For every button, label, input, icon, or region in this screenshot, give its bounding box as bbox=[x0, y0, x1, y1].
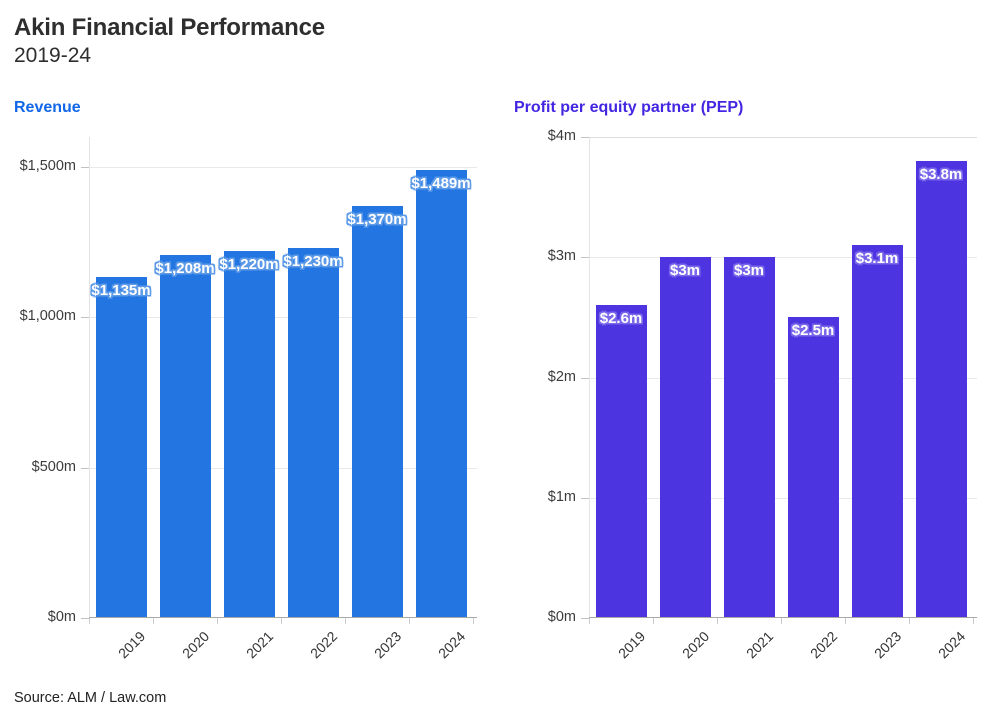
bar-2023 bbox=[851, 245, 903, 618]
bar-2020 bbox=[159, 254, 211, 618]
y-axis-line bbox=[89, 137, 90, 618]
bar-value-label: $3m bbox=[669, 262, 701, 280]
bar-value-label: $2.6m bbox=[599, 310, 643, 328]
bar-2021 bbox=[223, 251, 275, 618]
bar-value-label: $3.1m bbox=[855, 250, 899, 268]
bar-2022 bbox=[287, 248, 339, 618]
y-tick-label: $1,000m bbox=[19, 308, 76, 325]
x-tick-mark bbox=[473, 618, 474, 624]
bar-2024 bbox=[915, 161, 967, 618]
bar-2023 bbox=[351, 206, 403, 618]
bar-value-label: $3m bbox=[733, 262, 765, 280]
page-subtitle: 2019-24 bbox=[14, 44, 92, 67]
page-title: Akin Financial Performance bbox=[14, 14, 325, 41]
bar-value-label: $1,370m bbox=[347, 211, 407, 229]
gridline bbox=[89, 317, 477, 319]
y-tick-mark bbox=[81, 317, 89, 319]
source-attribution: Source: ALM / Law.com bbox=[14, 690, 167, 706]
y-tick-mark bbox=[81, 467, 89, 469]
y-tick-label: $0m bbox=[47, 609, 76, 625]
x-tick-mark bbox=[281, 618, 282, 624]
x-tick-mark bbox=[217, 618, 218, 624]
x-tick-mark bbox=[653, 618, 654, 624]
y-tick-label: $500m bbox=[31, 458, 76, 475]
bar-2019 bbox=[595, 305, 647, 618]
x-tick-mark bbox=[973, 618, 974, 624]
revenue-chart-title: Revenue bbox=[14, 99, 81, 116]
x-tick-mark bbox=[345, 618, 346, 624]
y-tick-mark bbox=[581, 137, 589, 138]
bar-2019 bbox=[95, 276, 147, 618]
x-tick-mark bbox=[781, 618, 782, 624]
bar-2022 bbox=[787, 317, 839, 618]
y-tick-mark bbox=[581, 257, 589, 259]
bar-value-label: $1,489m bbox=[411, 175, 471, 193]
bar-value-label: $1,220m bbox=[219, 256, 279, 274]
bar-2024 bbox=[415, 170, 467, 618]
y-tick-label: $3m bbox=[547, 248, 576, 265]
x-tick-mark bbox=[409, 618, 410, 624]
bar-value-label: $1,135m bbox=[91, 281, 151, 299]
x-axis-baseline bbox=[89, 617, 477, 618]
x-tick-mark bbox=[909, 618, 910, 624]
y-tick-mark bbox=[81, 167, 89, 169]
y-tick-label: $4m bbox=[547, 128, 576, 144]
x-tick-mark bbox=[589, 618, 590, 624]
gridline bbox=[589, 497, 977, 499]
x-axis-baseline bbox=[589, 617, 977, 618]
y-tick-label: $1,500m bbox=[19, 158, 76, 175]
y-tick-mark bbox=[581, 377, 589, 379]
bar-value-label: $2.5m bbox=[791, 322, 835, 340]
x-tick-mark bbox=[845, 618, 846, 624]
x-tick-mark bbox=[153, 618, 154, 624]
y-tick-mark bbox=[581, 497, 589, 499]
bar-value-label: $1,230m bbox=[283, 253, 343, 271]
gridline bbox=[589, 257, 977, 259]
y-tick-mark bbox=[81, 618, 89, 619]
gridline bbox=[89, 467, 477, 469]
y-tick-label: $1m bbox=[547, 488, 576, 505]
y-tick-label: $2m bbox=[547, 368, 576, 385]
x-tick-mark bbox=[717, 618, 718, 624]
bar-value-label: $1,208m bbox=[155, 259, 215, 277]
bar-2020 bbox=[659, 257, 711, 618]
y-tick-mark bbox=[581, 618, 589, 619]
gridline bbox=[589, 137, 977, 138]
x-tick-mark bbox=[89, 618, 90, 624]
bar-value-label: $3.8m bbox=[919, 166, 963, 184]
y-tick-label: $0m bbox=[547, 609, 576, 625]
gridline bbox=[589, 377, 977, 379]
pep-chart-title: Profit per equity partner (PEP) bbox=[514, 99, 744, 116]
gridline bbox=[89, 167, 477, 169]
bar-2021 bbox=[723, 257, 775, 618]
